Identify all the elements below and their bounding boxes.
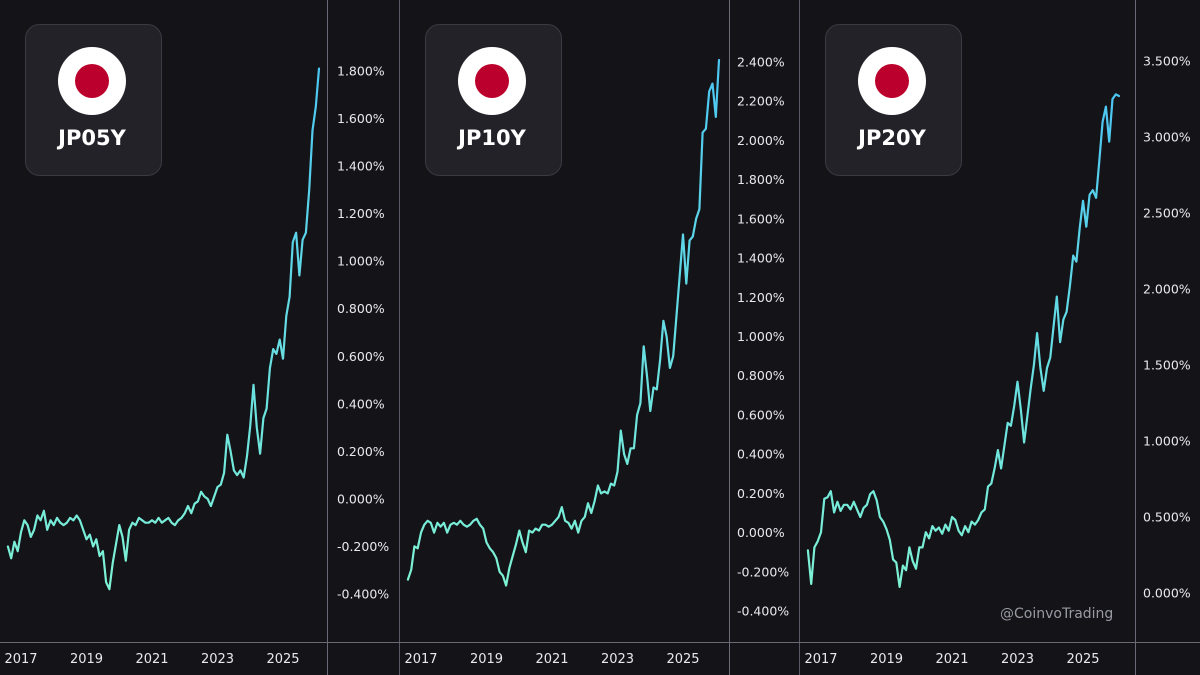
y-tick-label: 1.500% [1143, 358, 1191, 373]
y-tick-label: 0.400% [337, 396, 385, 411]
y-tick-label: 1.000% [1143, 434, 1191, 449]
ticker-label: JP10Y [456, 126, 526, 150]
y-tick-label: 0.800% [337, 301, 385, 316]
y-tick-label: 1.400% [337, 159, 385, 174]
flag-sun-icon [875, 64, 909, 98]
x-tick-label: 2019 [470, 652, 503, 667]
x-tick-label: 2021 [935, 652, 968, 667]
y-tick-label: 2.500% [1143, 206, 1191, 221]
watermark: @CoinvoTrading [1000, 606, 1114, 622]
x-tick-label: 2021 [135, 652, 168, 667]
y-tick-label: 1.800% [337, 64, 385, 79]
y-tick-label: -0.200% [737, 564, 789, 579]
y-tick-label: 1.000% [337, 254, 385, 269]
x-tick-label: 2023 [201, 652, 234, 667]
chart-jp20y: 0.000% 0.500% 1.000% 1.500% 2.000% 2.500% 3.00… [804, 0, 1191, 675]
x-tick-label: 2025 [1066, 652, 1099, 667]
y-tick-label: 1.400% [737, 251, 785, 266]
series-line [806, 93, 1121, 588]
y-tick-label: 1.000% [737, 329, 785, 344]
y-tick-label: 1.600% [737, 211, 785, 226]
ticker-label: JP20Y [856, 126, 926, 150]
y-tick-label: 0.200% [737, 486, 785, 501]
y-tick-label: 1.800% [737, 172, 785, 187]
y-tick-label: -0.400% [337, 587, 389, 602]
flag-sun-icon [75, 64, 109, 98]
y-tick-label: -0.200% [337, 539, 389, 554]
y-tick-label: 0.400% [737, 447, 785, 462]
x-tick-label: 2025 [666, 652, 699, 667]
y-tick-label: 0.200% [337, 444, 385, 459]
y-tick-label: 2.000% [1143, 282, 1191, 297]
y-tick-label: 2.000% [737, 133, 785, 148]
y-tick-label: 0.500% [1143, 510, 1191, 525]
x-tick-label: 2019 [870, 652, 903, 667]
y-tick-label: 0.000% [1143, 586, 1191, 601]
y-tick-label: 0.000% [337, 491, 385, 506]
y-tick-label: 2.400% [737, 55, 785, 70]
y-tick-label: 1.200% [337, 206, 385, 221]
y-tick-label: -0.400% [737, 604, 789, 619]
series-line [406, 58, 721, 587]
y-tick-label: 1.200% [737, 290, 785, 305]
x-tick-label: 2021 [535, 652, 568, 667]
x-tick-label: 2023 [601, 652, 634, 667]
y-tick-label: 0.600% [737, 407, 785, 422]
x-tick-label: 2017 [4, 652, 37, 667]
chart-jp05y: -0.400% -0.200% 0.000% 0.200% 0.400% 0.600% 0.… [4, 0, 389, 675]
y-tick-label: 0.000% [737, 525, 785, 540]
x-tick-label: 2017 [404, 652, 437, 667]
x-tick-label: 2019 [70, 652, 103, 667]
ticker-label: JP05Y [56, 126, 126, 150]
y-tick-label: 0.600% [337, 349, 385, 364]
x-tick-label: 2017 [804, 652, 837, 667]
y-tick-label: 3.500% [1143, 54, 1191, 69]
y-tick-label: 1.600% [337, 111, 385, 126]
flag-sun-icon [475, 64, 509, 98]
y-tick-label: 2.200% [737, 94, 785, 109]
x-tick-label: 2023 [1001, 652, 1034, 667]
y-tick-label: 3.000% [1143, 130, 1191, 145]
x-tick-label: 2025 [266, 652, 299, 667]
series-line [6, 67, 321, 591]
chart-jp10y: -0.400% -0.200% 0.000% 0.200% 0.400% 0.600% 0.… [404, 0, 789, 675]
y-tick-label: 0.800% [737, 368, 785, 383]
